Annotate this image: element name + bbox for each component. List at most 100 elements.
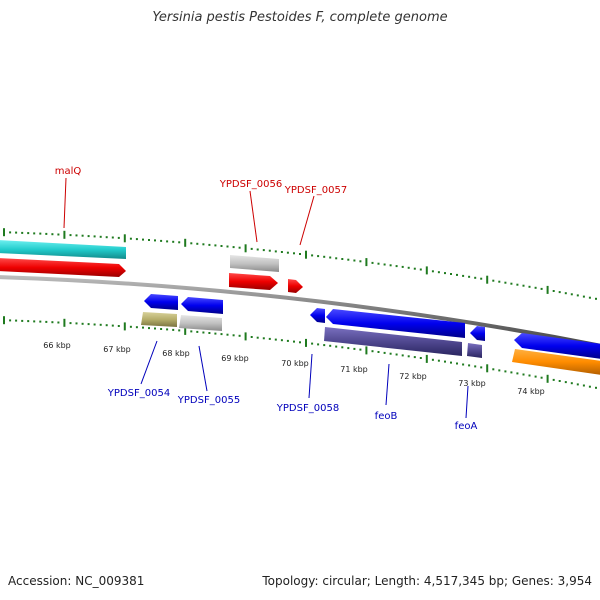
reverse-minor-tick [166,328,169,331]
forward-major-tick [123,234,126,243]
reverse-minor-tick [75,322,78,325]
reverse-minor-tick [353,347,356,350]
gene-orange-right[interactable] [512,349,600,375]
feature-feoB-purple[interactable] [324,327,462,356]
reverse-major-tick [3,316,5,325]
reverse-minor-tick [552,378,555,381]
reverse-major-tick [63,318,66,327]
leader-line-feoA [465,385,469,419]
gene-label-feoA[interactable]: feoA [455,421,478,432]
reverse-minor-tick [142,326,144,329]
reverse-minor-tick [268,337,271,340]
forward-minor-tick [431,270,434,273]
reverse-minor-tick [462,363,465,366]
forward-minor-tick [232,246,235,249]
forward-features [0,240,600,375]
forward-major-tick [3,228,5,237]
gene-YPDSF-0058[interactable] [310,308,325,323]
reverse-minor-tick [214,332,217,335]
reverse-minor-tick [516,372,519,375]
forward-minor-tick [142,238,144,241]
forward-minor-tick [468,275,471,278]
reverse-minor-tick [15,319,18,322]
gene-label-feoB[interactable]: feoB [375,411,398,422]
reverse-minor-tick [522,373,525,376]
reverse-minor-tick [341,346,344,349]
gene-label-YPDSF-0055[interactable]: YPDSF_0055 [177,395,240,406]
gene-label-YPDSF-0056[interactable]: YPDSF_0056 [219,179,282,190]
reverse-strand-tick-ring [3,316,597,389]
reverse-major-tick [184,326,187,335]
gene-label-malQ[interactable]: malQ [55,166,82,177]
forward-minor-tick [111,236,114,239]
scale-tick-labels: 66 kbp 67 kbp 68 kbp 69 kbp 70 kbp 71 kb… [43,341,545,396]
reverse-minor-tick [582,384,585,387]
feature-feoA-purple[interactable] [467,343,482,358]
reverse-minor-tick [93,323,96,326]
forward-minor-tick [81,234,84,237]
leader-line-malQ [63,177,67,229]
forward-minor-tick [293,252,295,255]
reverse-major-tick [546,374,549,383]
reverse-minor-tick [190,330,193,333]
forward-minor-tick [311,254,314,257]
forward-minor-tick [220,245,223,247]
reverse-minor-tick [226,333,229,336]
gene-YPDSF-0055[interactable] [181,297,223,314]
reverse-minor-tick [39,320,42,323]
reverse-minor-tick [148,327,150,330]
gene-label-YPDSF-0057[interactable]: YPDSF_0057 [284,185,347,196]
feature-YPDSF-0056-gray[interactable] [230,255,279,272]
reverse-minor-tick [510,371,513,374]
forward-minor-tick [51,233,54,236]
gene-blue-right[interactable] [514,333,600,359]
scale-label-68kbp: 68 kbp [162,349,190,358]
forward-minor-tick [317,255,320,258]
reverse-minor-tick [468,364,471,367]
gene-label-YPDSF-0054[interactable]: YPDSF_0054 [107,388,170,399]
reverse-minor-tick [413,356,416,359]
reverse-minor-tick [480,366,483,369]
reverse-minor-tick [262,337,265,340]
forward-minor-tick [135,238,138,241]
forward-minor-tick [196,242,199,245]
reverse-minor-tick [395,353,398,356]
reverse-minor-tick [238,334,241,337]
reverse-major-tick [365,346,368,355]
forward-minor-tick [208,243,211,246]
gene-malQ[interactable] [0,258,126,277]
reverse-minor-tick [250,336,253,338]
forward-minor-tick [407,266,410,269]
forward-minor-tick [268,249,271,252]
gene-label-YPDSF-0058[interactable]: YPDSF_0058 [276,403,339,414]
leader-line-YPDSF-0058 [308,353,313,399]
reverse-minor-tick [383,351,386,354]
gene-YPDSF-0054[interactable] [144,294,178,310]
reverse-minor-tick [293,340,295,343]
forward-minor-tick [504,281,507,284]
forward-minor-tick [214,244,217,247]
reverse-minor-tick [9,319,12,322]
forward-minor-tick [588,296,591,299]
feature-malQ-cyan[interactable] [0,240,126,259]
reverse-minor-tick [196,330,199,333]
leader-line-YPDSF-0057 [299,195,315,246]
feature-YPDSF-0054-olive[interactable] [141,312,177,327]
gene-YPDSF-0056[interactable] [229,273,278,290]
gene-feoA[interactable] [470,326,485,341]
reverse-minor-tick [256,336,259,339]
feature-YPDSF-0055-gray[interactable] [179,315,222,331]
reverse-minor-tick [220,333,223,336]
scale-label-73kbp: 73 kbp [458,379,486,388]
forward-minor-tick [534,286,537,289]
gene-YPDSF-0057[interactable] [288,279,303,293]
gene-feoB[interactable] [326,309,465,338]
forward-minor-tick [444,272,446,275]
reverse-minor-tick [576,383,579,386]
scale-label-69kbp: 69 kbp [221,354,249,363]
reverse-minor-tick [21,319,24,322]
forward-minor-tick [148,239,150,241]
forward-minor-tick [9,231,12,234]
reverse-minor-tick [57,321,60,324]
